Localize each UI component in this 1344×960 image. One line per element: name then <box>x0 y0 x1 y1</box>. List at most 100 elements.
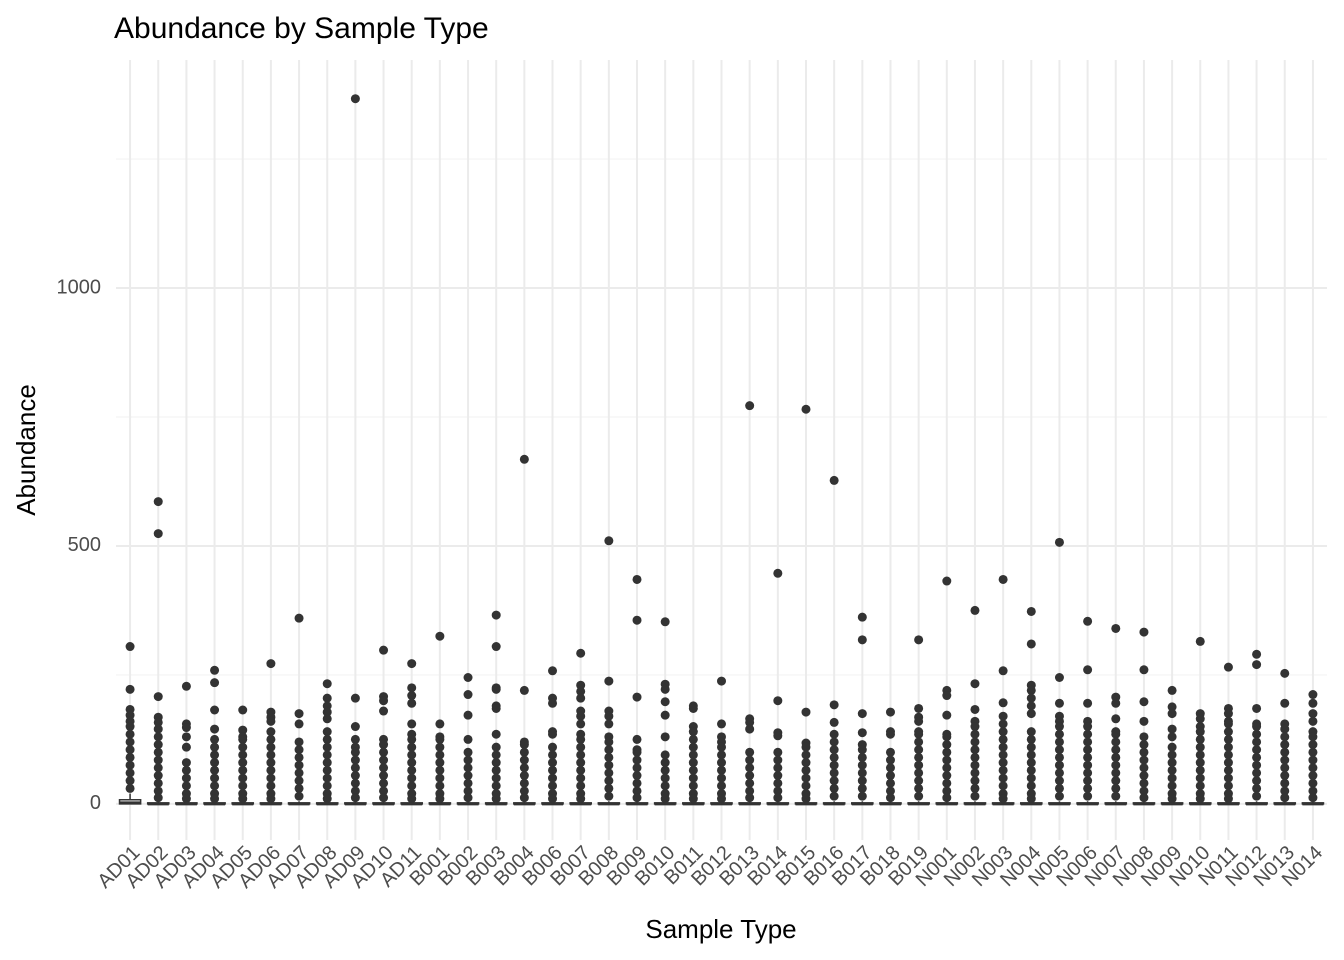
outlier <box>857 728 867 738</box>
outlier <box>660 781 670 791</box>
outlier <box>1167 765 1177 775</box>
outlier <box>745 763 755 773</box>
outlier <box>632 771 642 781</box>
outlier <box>322 727 332 737</box>
outlier <box>181 794 191 804</box>
outlier <box>745 778 755 788</box>
outlier <box>435 719 445 729</box>
outlier <box>1139 763 1149 773</box>
outlier <box>576 719 586 729</box>
outlier <box>435 742 445 752</box>
outlier <box>519 685 529 695</box>
outlier <box>266 716 276 726</box>
outlier <box>519 786 529 796</box>
outlier <box>1252 791 1262 801</box>
outlier <box>1054 673 1064 682</box>
outlier <box>181 781 191 791</box>
outlier <box>942 747 952 757</box>
outlier <box>350 747 360 757</box>
outlier <box>745 717 755 727</box>
outlier <box>942 755 952 765</box>
outlier <box>1223 781 1233 791</box>
outlier <box>1195 781 1205 791</box>
outlier <box>942 691 952 701</box>
outlier <box>1054 722 1064 732</box>
outlier <box>745 786 755 796</box>
outlier <box>1280 771 1290 781</box>
outlier <box>350 755 360 765</box>
outlier <box>210 765 220 775</box>
outlier <box>350 771 360 781</box>
outlier <box>885 747 895 757</box>
outlier <box>350 94 360 104</box>
outlier <box>942 740 952 750</box>
outlier <box>519 454 529 464</box>
outlier <box>1252 703 1262 713</box>
outlier <box>829 475 839 485</box>
outlier <box>350 693 360 703</box>
outlier <box>1280 668 1290 678</box>
outlier <box>238 725 248 735</box>
y-axis-title: Abundance <box>11 384 41 516</box>
outlier <box>857 752 867 762</box>
outlier <box>407 794 417 804</box>
outlier <box>548 729 558 739</box>
outlier <box>435 631 445 641</box>
outlier <box>801 765 811 775</box>
outlier <box>914 745 924 755</box>
outlier <box>1026 773 1036 783</box>
outlier <box>576 680 586 690</box>
outlier <box>857 768 867 778</box>
outlier <box>717 750 726 760</box>
outlier <box>1167 773 1177 783</box>
outlier <box>942 710 952 720</box>
outlier <box>294 752 304 762</box>
outlier <box>125 722 135 732</box>
outlier <box>1111 752 1121 762</box>
outlier <box>632 763 642 773</box>
outlier <box>576 686 586 696</box>
outlier <box>125 642 135 652</box>
outlier <box>717 781 726 791</box>
outlier <box>379 747 389 757</box>
outlier <box>885 778 895 788</box>
outlier <box>632 615 642 625</box>
outlier <box>153 755 163 765</box>
outlier <box>1195 773 1205 783</box>
outlier <box>970 605 980 615</box>
outlier <box>153 717 163 727</box>
outlier <box>1280 740 1290 750</box>
outlier <box>181 742 191 752</box>
outlier <box>238 765 248 775</box>
outlier <box>773 778 783 788</box>
outlier <box>1111 692 1121 702</box>
outlier <box>970 704 980 714</box>
outlier <box>970 776 980 786</box>
outlier <box>1223 709 1233 719</box>
outlier <box>266 727 276 737</box>
outlier <box>1139 697 1149 707</box>
outlier <box>942 771 952 781</box>
outlier <box>1308 747 1318 757</box>
outlier <box>1308 771 1318 781</box>
outlier <box>1026 685 1036 695</box>
outlier <box>773 696 783 706</box>
outlier <box>379 706 389 716</box>
outlier <box>322 750 332 760</box>
outlier <box>153 692 163 702</box>
outlier <box>885 729 895 739</box>
outlier <box>1167 724 1177 734</box>
outlier <box>210 734 220 744</box>
outlier <box>435 734 445 744</box>
outlier <box>745 401 755 411</box>
outlier <box>210 781 220 791</box>
outlier <box>1195 758 1205 768</box>
outlier <box>1280 732 1290 742</box>
outlier <box>181 681 191 691</box>
outlier <box>717 758 726 768</box>
outlier <box>1139 732 1149 742</box>
y-tick-label: 0 <box>90 792 101 814</box>
outlier <box>1026 606 1036 616</box>
outlier <box>576 711 586 721</box>
